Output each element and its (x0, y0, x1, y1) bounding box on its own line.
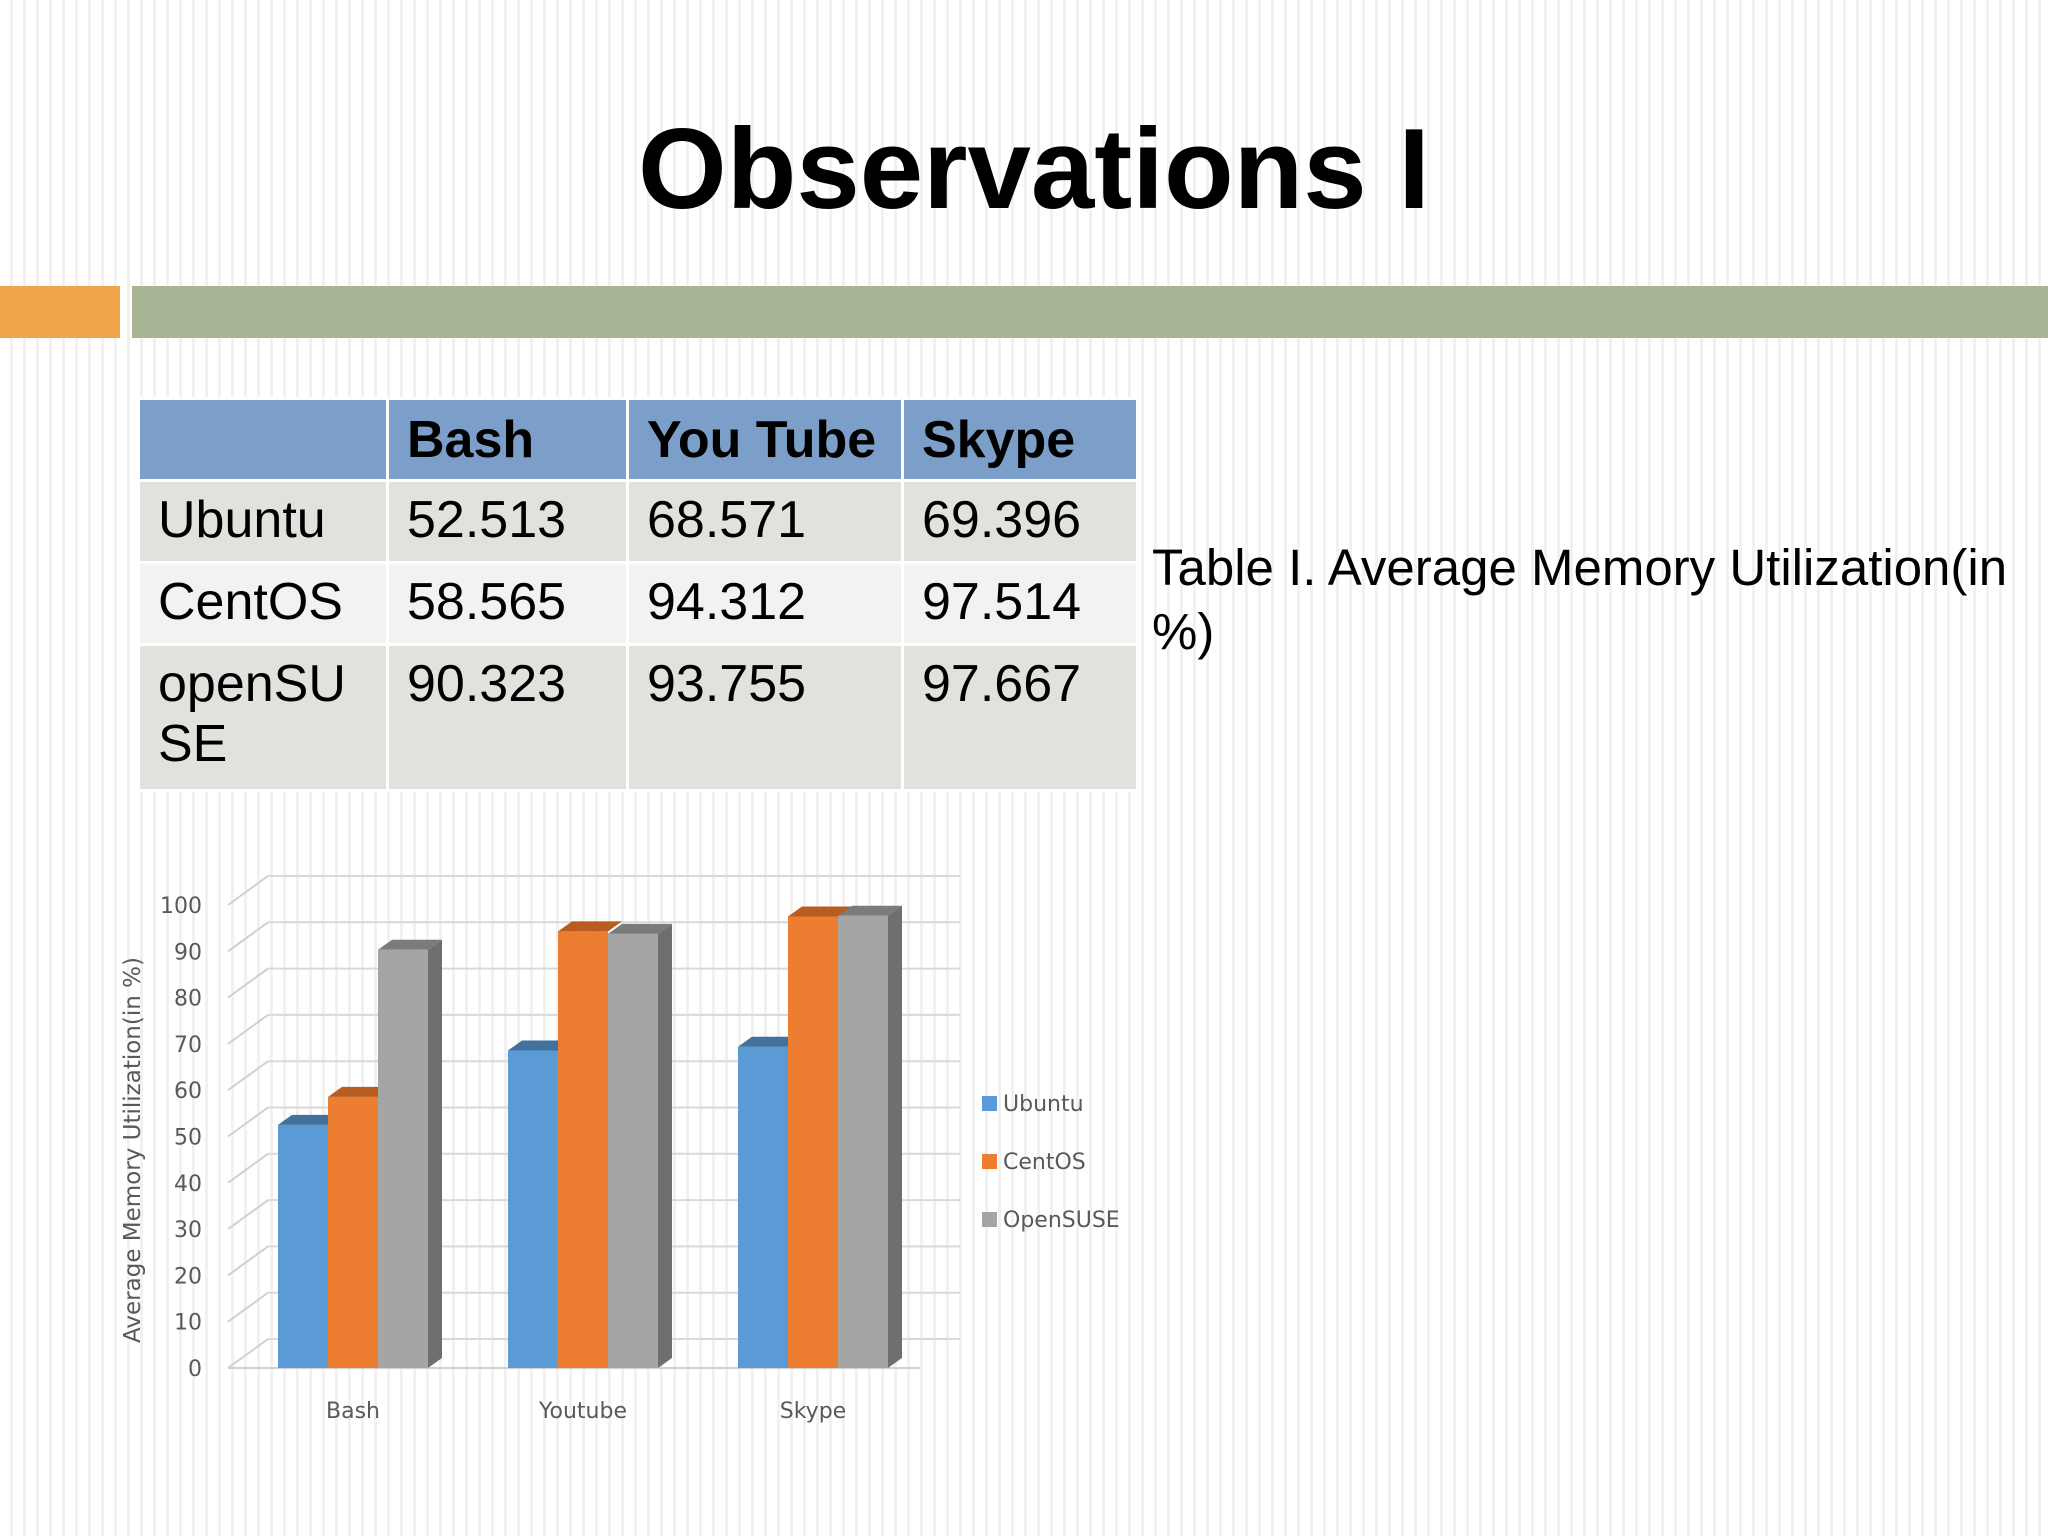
table-cell: 90.323 (386, 643, 629, 792)
gridline-side (227, 1014, 269, 1045)
slide-title: Observations I (638, 106, 1430, 233)
table-cell: 93.755 (626, 643, 904, 792)
bar-top (328, 1086, 392, 1097)
legend-swatch-opensuse (982, 1212, 997, 1227)
bar-side (428, 939, 442, 1368)
table-cell: 68.571 (626, 479, 904, 564)
bar-opensuse-skype (838, 915, 888, 1368)
legend-label-centos: CentOS (1003, 1150, 1086, 1175)
gridline-side (227, 1199, 269, 1230)
bar-ubuntu-bash (278, 1124, 328, 1368)
y-tick-label: 30 (174, 1218, 202, 1243)
table-caption: Table I. Average Memory Utilization(in %… (1152, 539, 2008, 660)
bar-top (838, 905, 902, 916)
bar-side (888, 905, 902, 1368)
bar-centos-bash (328, 1096, 378, 1368)
gridline-side (227, 1338, 269, 1369)
row-label: CentOS (137, 561, 389, 646)
table-cell: 97.514 (901, 561, 1139, 646)
legend-label-opensuse: OpenSUSE (1003, 1208, 1120, 1233)
table-cell: 97.667 (901, 643, 1139, 792)
bar-centos-youtube (558, 931, 608, 1368)
table-cell: 58.565 (386, 561, 629, 646)
bar-ubuntu-skype (738, 1046, 788, 1368)
y-tick-label: 80 (174, 987, 202, 1012)
gridline-side (227, 1106, 269, 1138)
y-tick-label: 10 (174, 1311, 202, 1336)
table-header-row: Bash You Tube Skype (137, 397, 1139, 482)
row-label: openSU SE (137, 643, 389, 792)
memory-utilization-table: Bash You Tube Skype Ubuntu 52.513 68.571… (137, 397, 1139, 792)
gridline-side (227, 921, 269, 953)
table-header-youtube: You Tube (626, 397, 904, 482)
row-label: Ubuntu (137, 479, 389, 564)
y-tick-label: 100 (160, 894, 202, 919)
bar-top (378, 939, 442, 950)
y-tick-label: 40 (174, 1172, 202, 1197)
legend-label-ubuntu: Ubuntu (1003, 1092, 1084, 1117)
bar-top (608, 923, 672, 934)
x-tick-label: Youtube (538, 1399, 627, 1424)
accent-bar-green (132, 286, 2048, 338)
bar-top (788, 906, 852, 917)
chart-canvas: 0 10 20 30 40 50 60 70 80 90 100 Average Memory Uti… (120, 875, 1120, 1424)
accent-bar-orange (0, 286, 120, 338)
x-tick-label: Bash (326, 1399, 380, 1424)
gridline-side (227, 1152, 269, 1184)
gridline-side (227, 875, 269, 906)
legend-swatch-ubuntu (982, 1096, 997, 1111)
bar-centos-skype (788, 916, 838, 1368)
gridline-side (227, 1060, 269, 1092)
bar-opensuse-youtube (608, 933, 658, 1368)
y-tick-label: 70 (174, 1033, 202, 1058)
table-cell: 94.312 (626, 561, 904, 646)
bar-top (738, 1036, 802, 1047)
gridline-side (227, 1245, 269, 1277)
bar-ubuntu-youtube (508, 1050, 558, 1368)
table-header-bash: Bash (386, 397, 629, 482)
gridline-side (227, 967, 269, 999)
gridline-side (227, 1291, 269, 1323)
y-tick-label: 60 (174, 1079, 202, 1104)
memory-utilization-chart: 0 10 20 30 40 50 60 70 80 90 100 Average Memory Uti… (110, 860, 1150, 1440)
y-tick-label: 20 (174, 1264, 202, 1289)
bar-side (658, 923, 672, 1368)
table-header-corner (137, 397, 389, 482)
bar-opensuse-bash (378, 949, 428, 1368)
table-row: openSU SE 90.323 93.755 97.667 (137, 643, 1139, 792)
table-row: CentOS 58.565 94.312 97.514 (137, 561, 1139, 646)
table-row: Ubuntu 52.513 68.571 69.396 (137, 479, 1139, 564)
table-header-skype: Skype (901, 397, 1139, 482)
table-cell: 69.396 (901, 479, 1139, 564)
legend-swatch-centos (982, 1154, 997, 1169)
y-tick-label: 90 (174, 940, 202, 965)
y-axis-title: Average Memory Utilization(in %) (120, 957, 146, 1343)
x-tick-label: Skype (780, 1399, 846, 1424)
bar-top (508, 1040, 572, 1051)
table-cell: 52.513 (386, 479, 629, 564)
y-tick-label: 0 (188, 1357, 202, 1382)
bar-top (558, 921, 622, 932)
y-tick-label: 50 (174, 1126, 202, 1151)
bar-top (278, 1114, 342, 1125)
